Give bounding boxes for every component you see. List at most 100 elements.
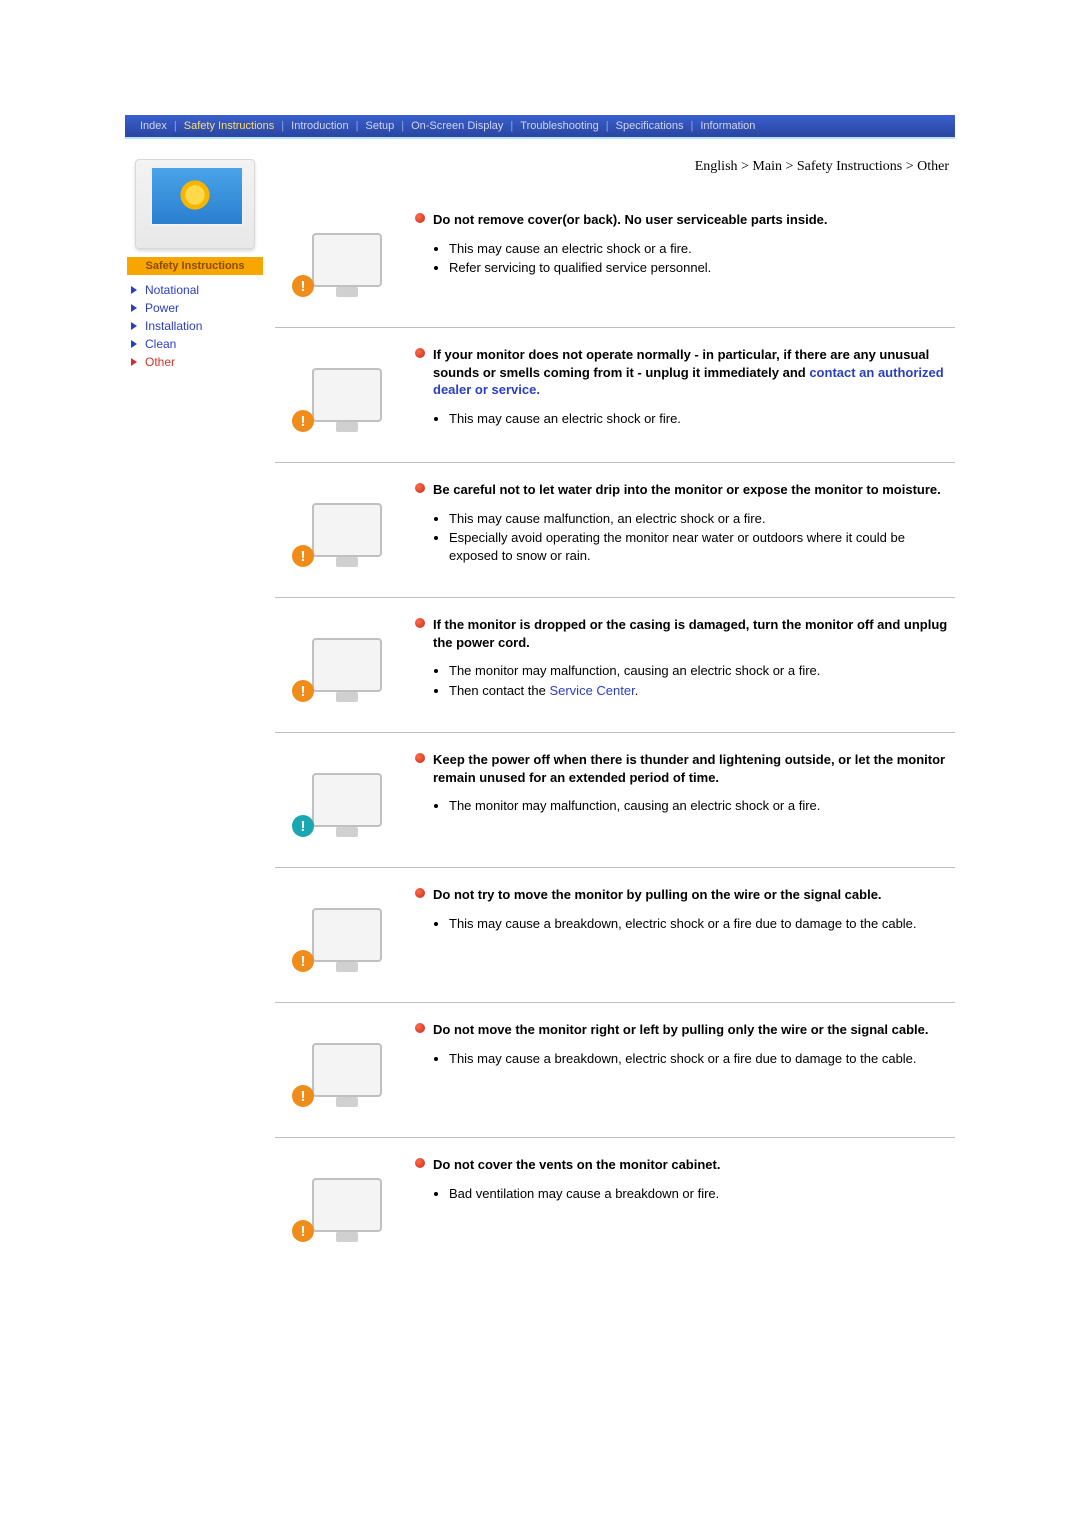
sidebar-link[interactable]: Other xyxy=(145,355,175,369)
section-bullets: This may cause a breakdown, electric sho… xyxy=(449,1049,951,1069)
warning-badge-icon: ! xyxy=(292,680,314,702)
monitor-icon xyxy=(312,773,382,827)
heading-text: Keep the power off when there is thunder… xyxy=(433,752,945,785)
sidebar-link[interactable]: Notational xyxy=(145,283,199,297)
bullet-text: This may cause a breakdown, electric sho… xyxy=(449,1051,917,1066)
bullet-text: Bad ventilation may cause a breakdown or… xyxy=(449,1186,719,1201)
bullet-item: This may cause a breakdown, electric sho… xyxy=(449,1049,951,1069)
safety-section: ! Do not cover the vents on the monitor c… xyxy=(275,1138,955,1272)
section-heading: Do not try to move the monitor by pullin… xyxy=(415,886,951,904)
bullet-item: This may cause a breakdown, electric sho… xyxy=(449,914,951,934)
sidebar-thumbnail xyxy=(135,159,255,249)
warning-badge-icon: ! xyxy=(292,545,314,567)
section-bullets: The monitor may malfunction, causing an … xyxy=(449,661,951,700)
bullet-text: The monitor may malfunction, causing an … xyxy=(449,663,820,678)
monitor-icon xyxy=(312,233,382,287)
nav-item-troubleshooting[interactable]: Troubleshooting xyxy=(513,120,605,132)
heading-bullet-icon xyxy=(415,888,425,898)
safety-section: ! If the monitor is dropped or the casing… xyxy=(275,598,955,733)
section-heading: Keep the power off when there is thunder… xyxy=(415,751,951,786)
bullet-text: This may cause an electric shock or fire… xyxy=(449,411,681,426)
section-content: Do not remove cover(or back). No user se… xyxy=(415,211,955,305)
heading-bullet-icon xyxy=(415,1158,425,1168)
main-content: English > Main > Safety Instructions > O… xyxy=(265,139,955,1312)
section-heading: Do not cover the vents on the monitor ca… xyxy=(415,1156,951,1174)
bullet-text: This may cause malfunction, an electric … xyxy=(449,511,765,526)
sidebar-item-other[interactable]: Other xyxy=(131,353,265,371)
section-heading: Do not move the monitor right or left by… xyxy=(415,1021,951,1039)
sidebar-link[interactable]: Power xyxy=(145,301,179,315)
illustration-box: ! xyxy=(290,620,400,710)
heading-text: If the monitor is dropped or the casing … xyxy=(433,617,947,650)
warning-badge-icon: ! xyxy=(292,1220,314,1242)
heading-bullet-icon xyxy=(415,1023,425,1033)
bullet-item: This may cause an electric shock or a fi… xyxy=(449,239,951,259)
sidebar-link[interactable]: Installation xyxy=(145,319,202,333)
bullet-text: The monitor may malfunction, causing an … xyxy=(449,798,820,813)
bullet-item: Then contact the Service Center. xyxy=(449,681,951,701)
bullet-text: Refer servicing to qualified service per… xyxy=(449,260,711,275)
layout: Safety Instructions NotationalPowerInsta… xyxy=(125,139,955,1312)
nav-item-on-screen-display[interactable]: On-Screen Display xyxy=(404,120,510,132)
safety-section: ! Keep the power off when there is thunde… xyxy=(275,733,955,868)
illustration-box: ! xyxy=(290,215,400,305)
info-badge-icon: ! xyxy=(292,815,314,837)
sidebar-link[interactable]: Clean xyxy=(145,337,176,351)
section-illustration: ! xyxy=(275,1156,415,1250)
heading-bullet-icon xyxy=(415,483,425,493)
sidebar-item-installation[interactable]: Installation xyxy=(131,317,265,335)
section-heading: If your monitor does not operate normall… xyxy=(415,346,951,399)
safety-section: ! Do not remove cover(or back). No user s… xyxy=(275,193,955,328)
monitor-icon xyxy=(312,503,382,557)
nav-item-index[interactable]: Index xyxy=(133,120,174,132)
heading-bullet-icon xyxy=(415,753,425,763)
sidebar-item-notational[interactable]: Notational xyxy=(131,281,265,299)
warning-badge-icon: ! xyxy=(292,410,314,432)
section-illustration: ! xyxy=(275,481,415,575)
bullet-item: This may cause malfunction, an electric … xyxy=(449,509,951,529)
monitor-icon xyxy=(312,1043,382,1097)
section-bullets: This may cause a breakdown, electric sho… xyxy=(449,914,951,934)
section-illustration: ! xyxy=(275,886,415,980)
heading-text: Be careful not to let water drip into th… xyxy=(433,482,941,497)
nav-item-setup[interactable]: Setup xyxy=(358,120,401,132)
bullet-item: This may cause an electric shock or fire… xyxy=(449,409,951,429)
bullet-text: This may cause an electric shock or a fi… xyxy=(449,241,692,256)
heading-text: Do not try to move the monitor by pullin… xyxy=(433,887,882,902)
nav-item-introduction[interactable]: Introduction xyxy=(284,120,355,132)
nav-item-specifications[interactable]: Specifications xyxy=(609,120,691,132)
section-heading: If the monitor is dropped or the casing … xyxy=(415,616,951,651)
section-heading: Do not remove cover(or back). No user se… xyxy=(415,211,951,229)
heading-bullet-icon xyxy=(415,348,425,358)
illustration-box: ! xyxy=(290,1160,400,1250)
sidebar-item-clean[interactable]: Clean xyxy=(131,335,265,353)
bullet-text: . xyxy=(635,683,639,698)
illustration-box: ! xyxy=(290,1025,400,1115)
monitor-icon xyxy=(312,638,382,692)
nav-item-safety-instructions[interactable]: Safety Instructions xyxy=(177,120,282,132)
sidebar-item-power[interactable]: Power xyxy=(131,299,265,317)
section-illustration: ! xyxy=(275,211,415,305)
bullet-text: Especially avoid operating the monitor n… xyxy=(449,530,905,563)
bullet-item: Especially avoid operating the monitor n… xyxy=(449,528,951,565)
heading-text: Do not remove cover(or back). No user se… xyxy=(433,212,827,227)
nav-item-information[interactable]: Information xyxy=(693,120,762,132)
bullet-item: Bad ventilation may cause a breakdown or… xyxy=(449,1184,951,1204)
monitor-icon xyxy=(312,368,382,422)
sidebar: Safety Instructions NotationalPowerInsta… xyxy=(125,139,265,1312)
breadcrumb: English > Main > Safety Instructions > O… xyxy=(275,151,955,193)
section-content: Do not cover the vents on the monitor ca… xyxy=(415,1156,955,1250)
safety-section: ! Do not move the monitor right or left b… xyxy=(275,1003,955,1138)
top-nav: Index|Safety Instructions|Introduction|S… xyxy=(125,115,955,139)
section-bullets: This may cause an electric shock or fire… xyxy=(449,409,951,429)
monitor-icon xyxy=(312,1178,382,1232)
page: Index|Safety Instructions|Introduction|S… xyxy=(125,115,955,1312)
heading-bullet-icon xyxy=(415,618,425,628)
safety-section: ! If your monitor does not operate normal… xyxy=(275,328,955,463)
section-bullets: This may cause malfunction, an electric … xyxy=(449,509,951,566)
section-content: Be careful not to let water drip into th… xyxy=(415,481,955,575)
thumbnail-flower-icon xyxy=(178,178,212,212)
safety-section: ! Do not try to move the monitor by pulli… xyxy=(275,868,955,1003)
illustration-box: ! xyxy=(290,890,400,980)
bullet-link[interactable]: Service Center xyxy=(549,683,634,698)
